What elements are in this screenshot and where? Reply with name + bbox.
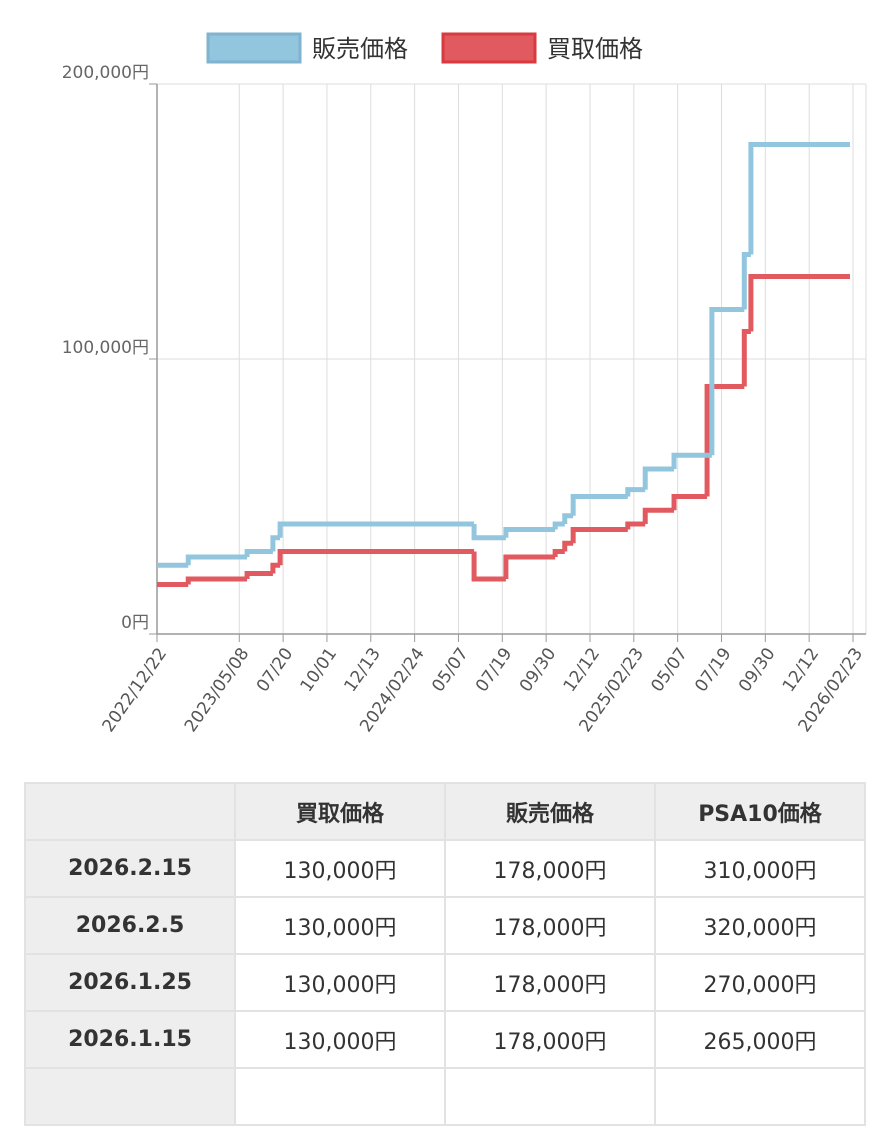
x-tick-label: 2023/05/08 <box>181 644 254 736</box>
x-tick-label: 07/19 <box>691 644 735 696</box>
step-segment <box>570 527 628 544</box>
step-segment <box>748 274 850 332</box>
step-segment <box>671 494 708 511</box>
step-segment <box>625 487 646 497</box>
y-tick-label: 100,000円 <box>62 338 149 358</box>
step-segment <box>552 521 565 530</box>
price-cell: 270,000円 <box>654 953 866 1012</box>
legend-swatch <box>441 32 537 64</box>
price-cell: 130,000円 <box>234 896 446 955</box>
header-cell: 買取価格 <box>234 782 446 841</box>
legend-label: 買取価格 <box>547 35 643 63</box>
step-segment <box>748 142 850 255</box>
table-row: 2026.1.15 130,000円 178,000円 265,000円 <box>24 1010 866 1069</box>
step-segment <box>642 507 675 524</box>
price-cell: 320,000円 <box>654 896 866 955</box>
step-segment <box>570 494 628 516</box>
empty-cell <box>234 1067 446 1126</box>
x-tick-label: 10/01 <box>297 644 341 696</box>
empty-cell <box>654 1067 866 1126</box>
step-segment <box>552 549 565 557</box>
x-tick-label: 2022/12/22 <box>99 644 172 736</box>
series-line <box>157 142 850 568</box>
date-cell: 2026.1.15 <box>24 1010 236 1069</box>
table-row: 2026.2.5 130,000円 178,000円 320,000円 <box>24 896 866 955</box>
step-segment <box>244 549 273 557</box>
price-cell: 178,000円 <box>444 1010 656 1069</box>
step-segment <box>185 576 248 585</box>
x-tick-label: 09/30 <box>516 644 560 696</box>
step-segment <box>277 549 475 566</box>
step-segment <box>503 527 556 538</box>
step-segment <box>625 521 646 530</box>
step-segment <box>270 562 281 574</box>
empty-cell <box>444 1067 656 1126</box>
step-segment <box>185 554 248 566</box>
legend-label: 販売価格 <box>312 35 408 63</box>
step-segment <box>642 466 675 490</box>
price-cell: 130,000円 <box>234 953 446 1012</box>
step-segment <box>277 521 475 538</box>
step-segment <box>471 524 506 541</box>
price-cell: 310,000円 <box>654 839 866 898</box>
price-table: 買取価格 販売価格 PSA10価格 2026.2.15 130,000円 178,000… <box>24 782 866 1126</box>
step-segment <box>244 571 273 579</box>
x-tick-label: 07/20 <box>253 644 297 696</box>
date-cell: 2026.1.25 <box>24 953 236 1012</box>
corner-cell <box>24 782 236 841</box>
date-cell: 2026.2.15 <box>24 839 236 898</box>
x-tick-label: 05/07 <box>428 644 472 696</box>
price-cell: 178,000円 <box>444 896 656 955</box>
price-cell: 130,000円 <box>234 1010 446 1069</box>
step-segment <box>471 551 506 582</box>
header-cell: 販売価格 <box>444 782 656 841</box>
step-segment <box>709 307 745 456</box>
x-tick-label: 12/13 <box>340 644 384 696</box>
step-segment <box>562 513 574 524</box>
y-tick-label: 0円 <box>121 613 149 633</box>
x-tick-label: 09/30 <box>735 644 779 696</box>
table-row: 2026.2.15 130,000円 178,000円 310,000円 <box>24 839 866 898</box>
legend-swatch <box>206 32 302 64</box>
step-segment <box>562 540 574 552</box>
price-cell: 178,000円 <box>444 953 656 1012</box>
price-cell: 178,000円 <box>444 839 656 898</box>
table-row-partial <box>24 1067 866 1126</box>
x-tick-label: 05/07 <box>647 644 691 696</box>
header-row: 買取価格 販売価格 PSA10価格 <box>24 782 866 841</box>
step-segment <box>503 554 556 579</box>
empty-cell <box>24 1067 236 1126</box>
date-cell: 2026.2.5 <box>24 896 236 955</box>
step-segment <box>671 452 708 469</box>
price-cell: 265,000円 <box>654 1010 866 1069</box>
price-cell: 130,000円 <box>234 839 446 898</box>
x-tick-label: 12/12 <box>779 644 823 696</box>
x-tick-label: 07/19 <box>472 644 516 696</box>
table-row: 2026.1.25 130,000円 178,000円 270,000円 <box>24 953 866 1012</box>
y-tick-label: 200,000円 <box>62 63 149 83</box>
header-cell: PSA10価格 <box>654 782 866 841</box>
x-tick-label: 12/12 <box>560 644 604 696</box>
page: 0円 100,000円 200,000円 2022/12/22 2023/05/08 07… <box>24 32 868 1126</box>
